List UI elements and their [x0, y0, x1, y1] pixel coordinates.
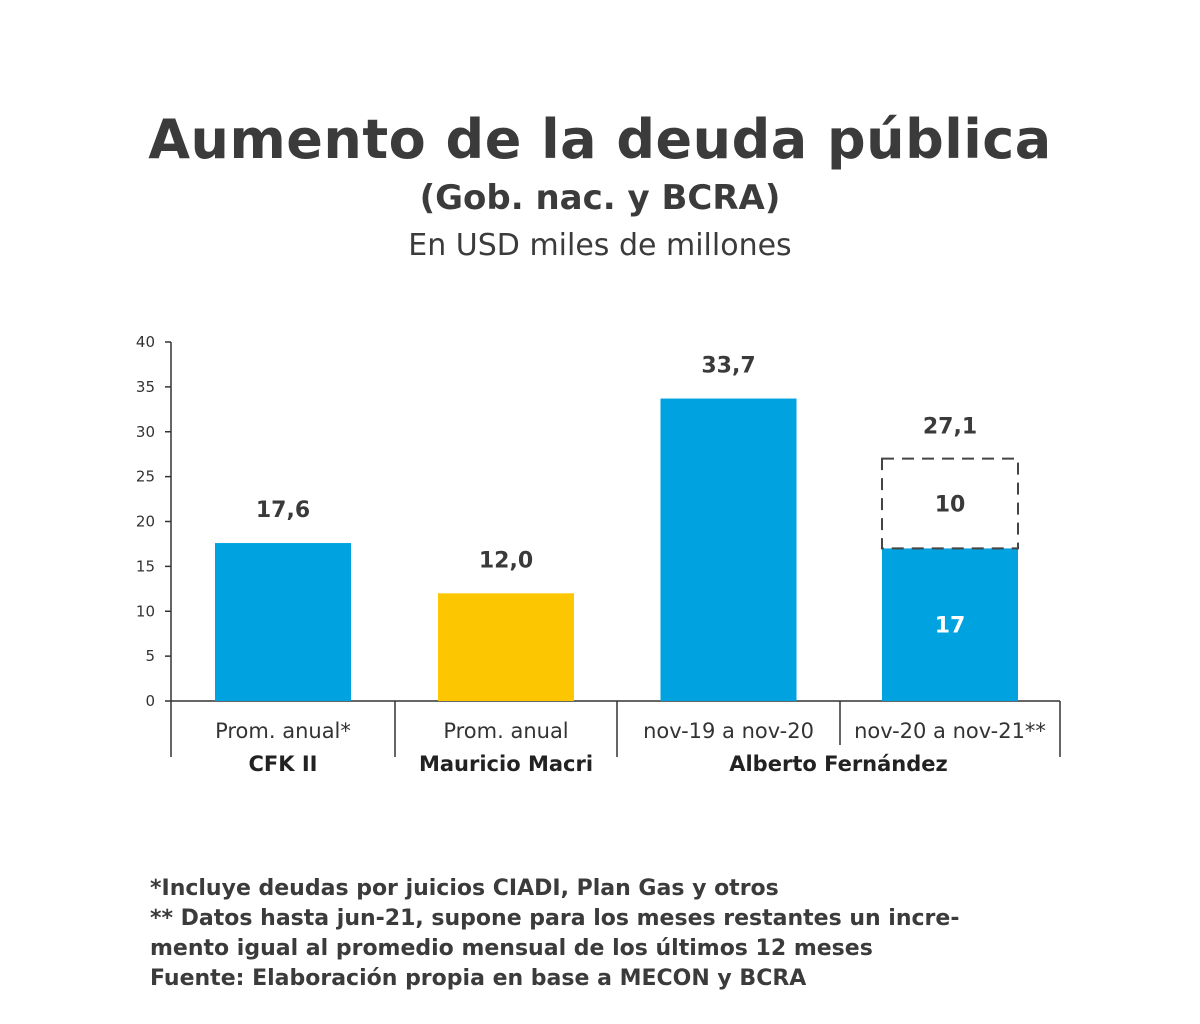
- y-tick-label: 15: [136, 557, 155, 575]
- x-tick-label: Prom. anual: [443, 719, 568, 743]
- y-tick-label: 30: [136, 423, 155, 441]
- y-tick-label: 20: [136, 513, 155, 531]
- unit-label: En USD miles de millones: [408, 228, 792, 263]
- bar: [438, 593, 574, 701]
- data-label: 17,6: [256, 498, 310, 523]
- group-label: Alberto Fernández: [729, 752, 948, 776]
- y-tick-label: 25: [136, 468, 155, 486]
- footnote-4: Fuente: Elaboración propia en base a MEC…: [150, 966, 807, 991]
- y-tick-label: 10: [136, 602, 155, 620]
- data-label: 33,7: [701, 354, 755, 379]
- footnote-1: *Incluye deudas por juicios CIADI, Plan …: [150, 876, 779, 901]
- y-tick-label: 5: [145, 647, 155, 665]
- y-tick-label: 35: [136, 378, 155, 396]
- projected-bar-outline: [881, 457, 1019, 550]
- y-tick-label: 0: [145, 692, 155, 710]
- group-label: CFK II: [249, 752, 318, 776]
- bar: [882, 548, 1018, 701]
- data-label: 27,1: [923, 415, 977, 440]
- footnote-3: mento igual al promedio mensual de los ú…: [150, 936, 873, 961]
- x-tick-label: Prom. anual*: [215, 719, 351, 743]
- bar: [660, 398, 797, 701]
- footnotes: *Incluye deudas por juicios CIADI, Plan …: [150, 874, 1110, 994]
- x-tick-label: nov-19 a nov-20: [643, 719, 814, 743]
- footnote-2: ** Datos hasta jun-21, supone para los m…: [150, 906, 960, 931]
- projected-value-label: 10: [935, 493, 966, 518]
- chart-title: Aumento de la deuda pública: [148, 108, 1052, 171]
- group-label: Mauricio Macri: [419, 752, 593, 776]
- x-tick-label: nov-20 a nov-21**: [854, 719, 1046, 743]
- y-tick-label: 40: [136, 333, 155, 351]
- base-value-label: 17: [935, 614, 966, 639]
- bar: [215, 543, 351, 701]
- chart-subtitle: (Gob. nac. y BCRA): [419, 178, 781, 218]
- data-label: 12,0: [479, 548, 533, 573]
- bar-chart: 0 5 10 15 20 25 30 35 40 17,6 Prom. anual* 12,0 Prom…: [136, 333, 1061, 776]
